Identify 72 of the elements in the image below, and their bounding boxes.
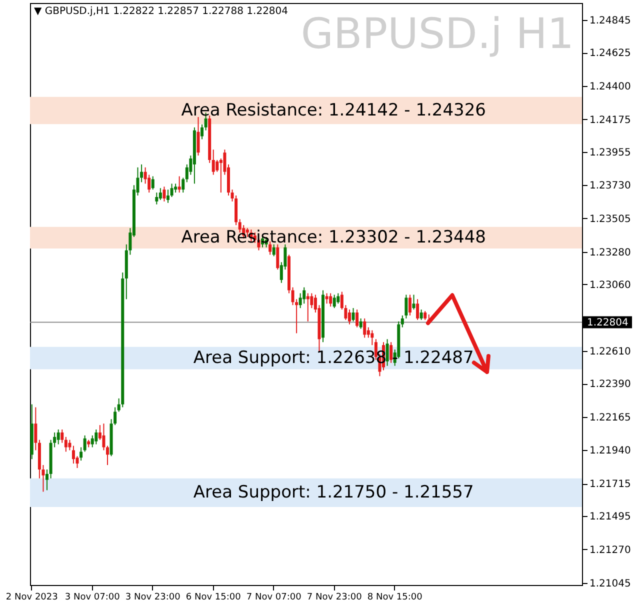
candlestick [332, 294, 336, 309]
x-tick-label: 3 Nov 07:00 [64, 592, 120, 602]
candlestick [306, 292, 310, 322]
y-tick-label: 1.24625 [590, 48, 631, 60]
candlestick [325, 292, 328, 304]
annotation: ▼ GBPUSD.j,H1 1.22822 1.22857 1.22788 1.22804 [34, 6, 288, 17]
candlestick [178, 176, 181, 194]
candlestick [64, 436, 68, 452]
y-tick-label: 1.21715 [590, 479, 631, 490]
candlestick [200, 124, 204, 140]
x-tick-label: 8 Nov 15:00 [367, 592, 423, 602]
candlestick [404, 294, 408, 319]
ref-line-label: 1.22804 [587, 317, 628, 328]
y-tick-label: 1.23730 [590, 180, 631, 192]
candlestick [356, 309, 359, 328]
candlestick [412, 294, 416, 310]
candlestick [83, 434, 86, 452]
candlestick [408, 294, 412, 316]
y-tick-label: 1.23955 [590, 147, 631, 158]
candlestick [72, 445, 75, 464]
candlestick [216, 159, 219, 172]
y-tick-label: 1.24845 [590, 16, 631, 27]
candlestick [359, 318, 362, 330]
x-tick-label: 6 Nov 15:00 [186, 592, 242, 602]
candlestick [302, 286, 306, 304]
candlestick [158, 188, 162, 200]
candlestick [68, 439, 72, 451]
candlestick [348, 309, 351, 325]
band-label: Area Support: 1.21750 - 1.21557 [193, 482, 474, 503]
y-tick-label: 1.24400 [590, 81, 631, 92]
candlestick [46, 468, 49, 491]
y-tick-label: 1.22390 [590, 379, 631, 390]
candlestick [400, 314, 404, 328]
candlestick [94, 429, 98, 445]
x-tick-label: 3 Nov 23:00 [125, 592, 181, 602]
candlestick [106, 445, 110, 466]
candlestick [212, 149, 215, 176]
candlestick [370, 330, 374, 346]
candlestick [155, 192, 158, 205]
y-tick-label: 1.22610 [590, 346, 631, 358]
candlestick [276, 244, 280, 270]
candlestick [166, 189, 170, 204]
x-tick-label: 7 Nov 07:00 [246, 592, 302, 602]
y-tick-label: 1.21940 [590, 446, 631, 457]
candlestick [352, 308, 355, 322]
candlestick [162, 186, 166, 202]
candlestick [272, 244, 276, 257]
candlestick [336, 292, 340, 304]
band-label: Area Resistance: 1.24142 - 1.24326 [181, 100, 486, 121]
candlestick [34, 406, 38, 451]
y-tick-label: 1.22165 [590, 412, 631, 424]
candlestick [416, 298, 420, 320]
candlestick [329, 292, 332, 308]
y-tick-label: 1.21045 [590, 578, 631, 590]
candlestick [170, 183, 174, 198]
candlestick [102, 423, 106, 451]
y-tick-label: 1.23060 [590, 280, 631, 291]
candlestick [363, 318, 366, 338]
y-tick-label: 1.23505 [590, 214, 631, 225]
y-tick-label: 1.21270 [590, 544, 631, 556]
x-tick-label: 2 Nov 2023 [6, 592, 58, 602]
y-tick-label: 1.24175 [590, 114, 631, 126]
candlestick [80, 446, 83, 462]
candlestick [182, 177, 185, 194]
candlestick [56, 429, 60, 445]
candlestick [420, 309, 423, 320]
candlestick [151, 176, 154, 190]
candlestick [196, 116, 200, 156]
y-tick-label: 1.23280 [590, 247, 631, 258]
x-tick-label: 7 Nov 23:00 [306, 592, 362, 602]
y-tick-label: 1.21495 [590, 512, 631, 523]
candlestick [60, 429, 64, 444]
